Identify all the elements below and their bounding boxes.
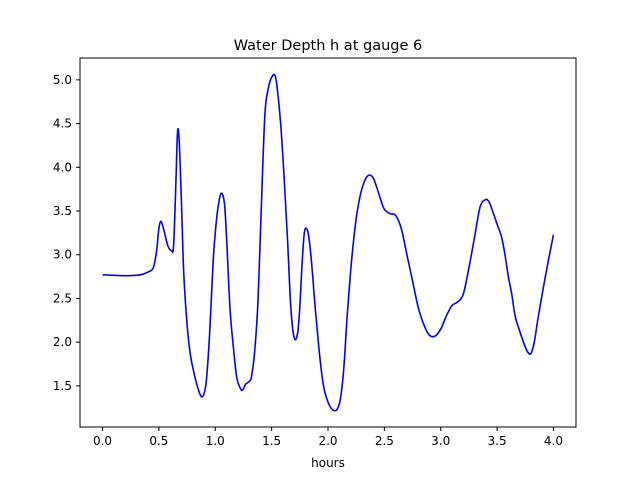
y-tick-label: 3.5 xyxy=(53,204,72,218)
y-tick-label: 2.5 xyxy=(53,291,72,305)
x-tick-label: 0.0 xyxy=(93,434,112,448)
x-tick-label: 1.0 xyxy=(206,434,225,448)
x-tick-label: 4.0 xyxy=(544,434,563,448)
y-tick-label: 4.5 xyxy=(53,117,72,131)
x-tick-label: 2.5 xyxy=(375,434,394,448)
series-line xyxy=(102,73,555,412)
y-tick-label: 1.5 xyxy=(53,379,72,393)
chart-title: Water Depth h at gauge 6 xyxy=(234,38,422,54)
y-tick-label: 3.0 xyxy=(53,248,72,262)
x-tick-label: 1.5 xyxy=(262,434,281,448)
x-axis: 0.0 0.5 1.0 1.5 2.0 2.5 3.0 3.5 4.0 xyxy=(93,427,563,448)
x-axis-label: hours xyxy=(311,456,345,470)
y-tick-label: 4.0 xyxy=(53,160,72,174)
plot-marks xyxy=(102,73,555,412)
x-tick-label: 3.5 xyxy=(488,434,507,448)
y-tick-label: 5.0 xyxy=(53,73,72,87)
x-tick-label: 0.5 xyxy=(149,434,168,448)
plot-frame xyxy=(79,57,577,428)
x-tick-label: 3.0 xyxy=(431,434,450,448)
y-tick-label: 2.0 xyxy=(53,335,72,349)
x-tick-label: 2.0 xyxy=(318,434,337,448)
y-axis: 1.5 2.0 2.5 3.0 3.5 4.0 4.5 5.0 xyxy=(53,73,80,393)
